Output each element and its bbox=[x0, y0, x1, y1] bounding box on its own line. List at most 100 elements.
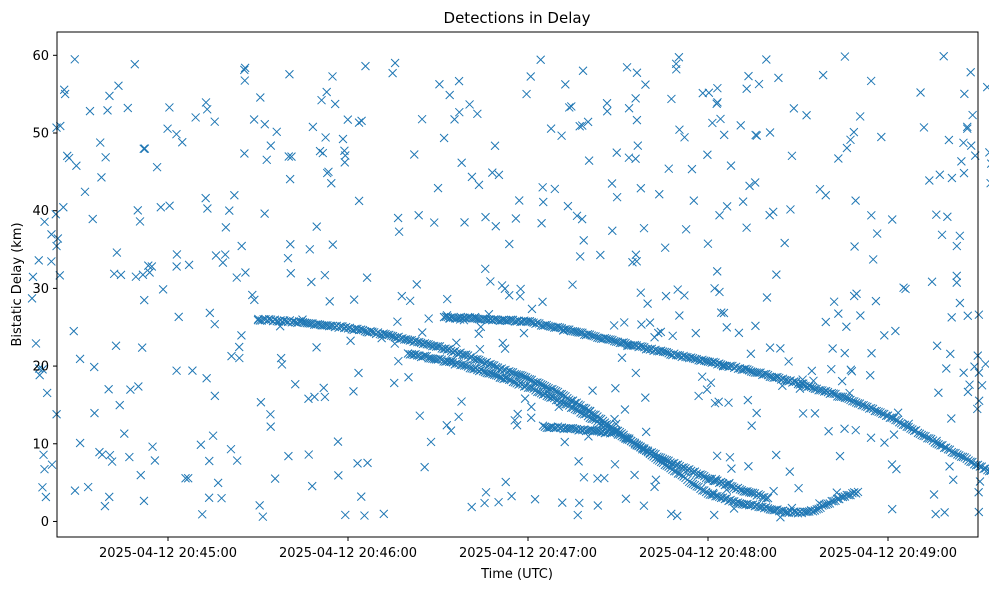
detection-point bbox=[213, 478, 223, 488]
detection-point bbox=[754, 502, 763, 512]
detection-point bbox=[172, 366, 181, 376]
detection-point bbox=[536, 55, 546, 65]
detection-point bbox=[718, 360, 728, 370]
detection-point bbox=[709, 476, 718, 486]
detection-point bbox=[527, 383, 537, 393]
detection-point bbox=[546, 393, 555, 402]
detection-point bbox=[568, 326, 578, 336]
detection-point bbox=[561, 324, 570, 334]
detection-point bbox=[640, 393, 650, 402]
detection-point bbox=[894, 417, 904, 427]
detection-point bbox=[960, 89, 969, 99]
detection-point bbox=[328, 72, 337, 81]
detection-point bbox=[511, 214, 521, 223]
detection-point bbox=[172, 262, 182, 271]
detection-point bbox=[104, 384, 113, 394]
detection-point bbox=[304, 318, 313, 328]
detection-point bbox=[707, 358, 717, 367]
x-tick-label: 2025-04-12 20:48:00 bbox=[639, 546, 777, 561]
detection-point bbox=[662, 347, 672, 357]
detection-point bbox=[962, 122, 972, 132]
detection-point bbox=[390, 339, 400, 348]
detection-point bbox=[501, 477, 511, 487]
detection-point bbox=[864, 404, 874, 413]
detection-point bbox=[885, 413, 895, 423]
detection-point bbox=[710, 283, 719, 293]
detection-point bbox=[114, 81, 123, 91]
detection-point bbox=[631, 154, 640, 164]
detection-point bbox=[165, 201, 174, 211]
detection-point bbox=[47, 230, 56, 239]
detection-point bbox=[560, 437, 570, 447]
detection-point bbox=[708, 118, 717, 128]
detection-point bbox=[879, 330, 889, 340]
detection-point bbox=[405, 296, 415, 306]
detection-point bbox=[467, 172, 477, 182]
detection-point bbox=[821, 317, 831, 327]
detection-point bbox=[975, 477, 985, 486]
detection-point bbox=[849, 487, 859, 497]
detection-point bbox=[595, 250, 605, 260]
detection-point bbox=[51, 209, 61, 219]
detection-point bbox=[104, 492, 114, 502]
detection-point bbox=[454, 76, 464, 86]
detection-point bbox=[602, 98, 612, 108]
detection-point bbox=[100, 501, 110, 511]
detection-point bbox=[656, 327, 666, 337]
detection-point bbox=[602, 106, 612, 116]
detection-point bbox=[765, 210, 774, 220]
y-tick-label: 30 bbox=[32, 282, 49, 297]
detection-point bbox=[403, 349, 413, 358]
detection-point bbox=[769, 505, 778, 515]
detection-point bbox=[281, 316, 291, 326]
detection-point bbox=[322, 87, 332, 97]
detection-point bbox=[747, 421, 757, 431]
detection-point bbox=[80, 187, 90, 197]
detection-point bbox=[285, 69, 294, 79]
detection-point bbox=[95, 447, 104, 457]
detection-point bbox=[893, 408, 903, 418]
detection-point bbox=[239, 65, 249, 75]
detection-point bbox=[500, 344, 510, 354]
detection-point bbox=[587, 425, 597, 435]
detection-point bbox=[514, 380, 523, 389]
detection-point bbox=[435, 79, 444, 89]
detection-point bbox=[834, 392, 844, 402]
detection-point bbox=[645, 318, 655, 327]
detection-point bbox=[381, 329, 390, 339]
detection-point bbox=[354, 368, 363, 378]
points-layer bbox=[27, 51, 989, 522]
detection-point bbox=[308, 122, 318, 132]
detection-point bbox=[680, 291, 689, 300]
detection-point bbox=[388, 68, 397, 78]
detection-point bbox=[150, 456, 160, 465]
detection-point bbox=[126, 385, 135, 394]
detection-point bbox=[38, 365, 47, 374]
detection-point bbox=[202, 104, 212, 114]
detection-point bbox=[452, 348, 462, 358]
detection-point bbox=[679, 463, 688, 472]
detection-point bbox=[520, 394, 530, 404]
detection-point bbox=[211, 251, 221, 260]
detection-point bbox=[738, 197, 748, 206]
detection-point bbox=[742, 223, 751, 233]
detection-point bbox=[258, 512, 268, 522]
detection-point bbox=[974, 368, 984, 377]
detection-point bbox=[771, 450, 781, 460]
detection-point bbox=[612, 192, 622, 202]
detection-point bbox=[970, 362, 979, 372]
detection-point bbox=[191, 113, 200, 122]
detection-point bbox=[525, 375, 535, 384]
detection-point bbox=[643, 344, 653, 354]
detection-point bbox=[426, 340, 435, 350]
detection-point bbox=[751, 321, 760, 331]
detection-point bbox=[948, 475, 958, 485]
detection-point bbox=[969, 459, 979, 469]
detection-point bbox=[786, 205, 795, 214]
detection-point bbox=[593, 501, 603, 510]
detection-point bbox=[383, 330, 392, 340]
detection-point bbox=[136, 470, 146, 480]
detection-point bbox=[397, 291, 407, 301]
detection-point bbox=[840, 424, 849, 434]
detection-point bbox=[866, 433, 876, 443]
